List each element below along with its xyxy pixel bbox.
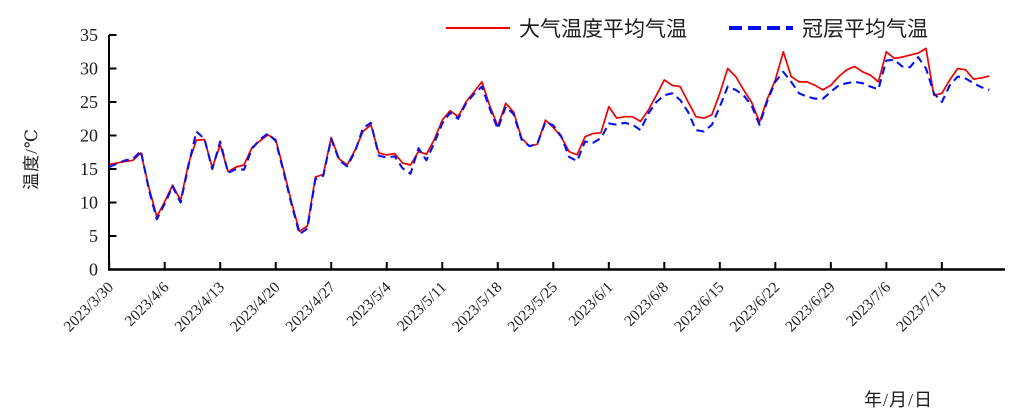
y-tick-label: 5 <box>89 226 98 246</box>
x-tick-label: 2023/5/4 <box>344 279 395 330</box>
x-tick-label: 2023/4/13 <box>172 279 229 336</box>
y-tick-label: 25 <box>80 92 98 112</box>
x-tick-label: 2023/6/15 <box>671 279 728 336</box>
series-line-canopy <box>108 56 990 236</box>
y-tick-label: 35 <box>80 25 98 45</box>
y-tick-label: 0 <box>89 260 98 280</box>
x-tick-label: 2023/5/25 <box>505 279 562 336</box>
legend-label-atmosphere: 大气温度平均气温 <box>519 17 687 41</box>
x-tick-label: 2023/4/20 <box>227 279 284 336</box>
legend-line-atmosphere <box>446 26 510 30</box>
x-tick-label: 2023/5/18 <box>449 279 506 336</box>
x-tick-label: 2023/7/6 <box>843 279 894 330</box>
series-line-atmosphere <box>109 47 990 233</box>
x-tick-label: 2023/5/11 <box>394 279 450 335</box>
x-tick-label: 2023/4/6 <box>122 279 173 330</box>
y-tick-label: 30 <box>80 59 98 79</box>
y-tick-label: 15 <box>80 159 98 179</box>
y-tick-label: 10 <box>80 193 98 213</box>
y-tick-label: 20 <box>80 126 98 146</box>
x-tick-label: 2023/6/22 <box>727 279 783 335</box>
y-axis-title: 温度/℃ <box>22 128 41 190</box>
x-tick-label: 2023/6/1 <box>566 279 617 330</box>
x-tick-label: 2023/4/27 <box>283 279 340 336</box>
x-tick-label: 2023/3/30 <box>61 279 118 336</box>
legend-line-canopy <box>729 26 793 30</box>
chart-legend: 大气温度平均气温 冠层平均气温 <box>446 13 928 43</box>
legend-label-canopy: 冠层平均气温 <box>802 17 928 41</box>
x-tick-label: 2023/6/8 <box>621 279 672 330</box>
x-axis-title: 年/月/日 <box>864 390 934 410</box>
x-tick-label: 2023/7/13 <box>893 279 950 336</box>
x-tick-label: 2023/6/29 <box>782 279 839 336</box>
